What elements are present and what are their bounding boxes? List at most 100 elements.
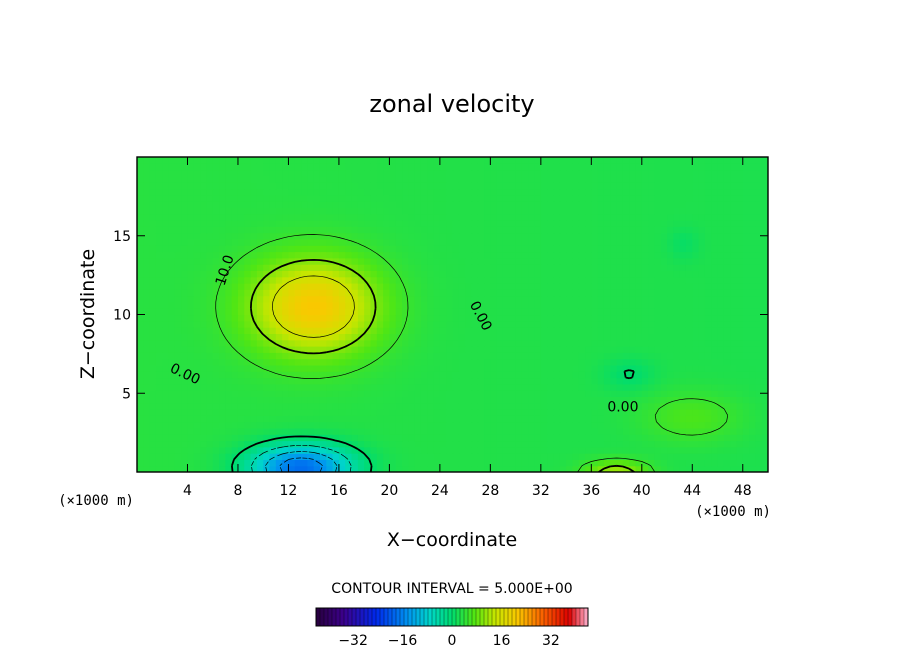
field-cell: [181, 333, 189, 341]
field-cell: [534, 320, 542, 328]
field-cell: [301, 163, 308, 171]
field-cell: [395, 421, 403, 429]
field-cell: [730, 182, 738, 190]
field-cell: [496, 163, 504, 171]
field-cell: [692, 276, 700, 284]
field-cell: [704, 308, 712, 316]
field-cell: [490, 264, 498, 271]
field-cell: [313, 314, 321, 322]
field-cell: [408, 415, 416, 423]
field-cell: [685, 157, 693, 164]
field-cell: [244, 301, 252, 309]
field-cell: [364, 434, 372, 442]
field-cell: [515, 295, 523, 303]
field-cell: [641, 289, 649, 297]
field-cell: [603, 213, 611, 221]
field-cell: [294, 327, 302, 334]
field-cell: [433, 238, 441, 246]
field-cell: [427, 213, 435, 221]
field-cell: [168, 175, 176, 183]
field-cell: [711, 415, 719, 423]
field-cell: [591, 358, 599, 366]
field-cell: [225, 346, 233, 353]
field-cell: [326, 169, 334, 177]
field-cell: [616, 446, 624, 454]
field-cell: [559, 339, 567, 347]
field-cell: [585, 276, 592, 284]
field-cell: [660, 226, 668, 234]
field-cell: [294, 415, 302, 423]
field-cell: [673, 283, 681, 290]
field-cell: [585, 182, 592, 190]
field-cell: [458, 402, 466, 410]
field-cell: [326, 238, 334, 246]
field-cell: [269, 238, 277, 246]
field-cell: [439, 283, 447, 290]
field-cell: [490, 188, 498, 196]
field-cell: [143, 169, 151, 177]
field-cell: [730, 339, 738, 347]
field-cell: [553, 358, 561, 366]
field-cell: [736, 220, 744, 227]
field-cell: [137, 409, 144, 416]
field-cell: [641, 232, 649, 240]
field-cell: [174, 453, 182, 460]
field-cell: [275, 346, 283, 353]
field-cell: [484, 390, 491, 397]
field-cell: [231, 220, 239, 227]
field-cell: [414, 446, 422, 454]
field-cell: [414, 434, 422, 442]
field-cell: [704, 459, 712, 467]
field-cell: [307, 163, 315, 171]
field-cell: [307, 409, 315, 416]
field-cell: [187, 465, 195, 472]
field-cell: [282, 276, 290, 284]
field-cell: [547, 301, 555, 309]
field-cell: [137, 289, 144, 297]
field-cell: [521, 358, 529, 366]
field-cell: [572, 232, 580, 240]
field-cell: [313, 390, 321, 397]
field-cell: [704, 314, 712, 322]
field-cell: [622, 301, 630, 309]
field-cell: [326, 207, 334, 215]
field-cell: [641, 314, 649, 322]
field-cell: [193, 276, 201, 284]
field-cell: [603, 245, 611, 253]
field-cell: [509, 453, 517, 460]
field-cell: [402, 383, 409, 391]
field-cell: [237, 238, 245, 246]
field-cell: [357, 220, 365, 227]
field-cell: [559, 333, 567, 341]
field-cell: [635, 207, 643, 215]
field-cell: [269, 427, 277, 435]
field-cell: [143, 364, 151, 372]
field-cell: [465, 427, 473, 435]
field-cell: [685, 446, 693, 454]
field-cell: [244, 163, 252, 171]
field-cell: [458, 352, 466, 360]
field-cell: [168, 169, 176, 177]
field-cell: [641, 220, 649, 227]
field-cell: [502, 226, 510, 234]
field-cell: [711, 238, 719, 246]
field-cell: [490, 402, 498, 410]
field-cell: [515, 245, 523, 253]
field-cell: [755, 251, 763, 259]
field-cell: [206, 289, 214, 297]
field-cell: [585, 188, 592, 196]
field-cell: [528, 283, 536, 290]
field-cell: [736, 371, 744, 379]
field-cell: [679, 188, 687, 196]
field-cell: [755, 446, 763, 454]
field-cell: [345, 194, 353, 202]
field-cell: [332, 175, 340, 183]
field-cell: [200, 446, 208, 454]
field-cell: [698, 371, 706, 379]
field-cell: [730, 213, 738, 221]
field-cell: [187, 201, 195, 208]
field-cell: [294, 346, 302, 353]
field-cell: [452, 276, 460, 284]
field-cell: [502, 327, 510, 334]
field-cell: [717, 245, 725, 253]
